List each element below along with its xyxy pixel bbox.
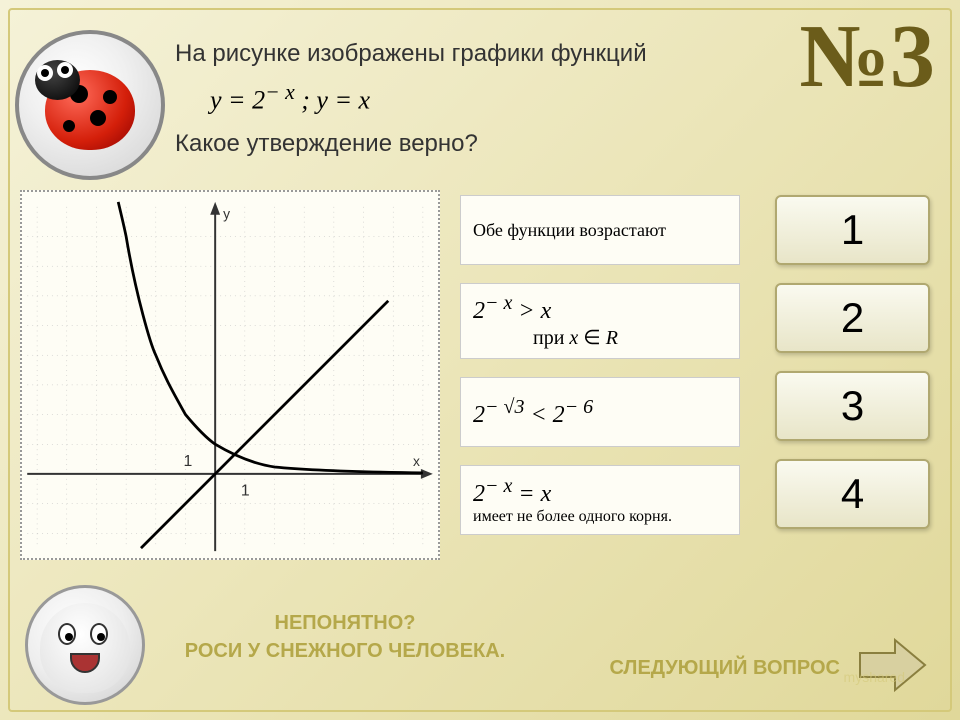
answer-buttons: 1 2 3 4 <box>775 195 930 547</box>
answer-option-4: 2− x = x имеет не более одного корня. <box>460 465 740 535</box>
hint-line-1: НЕПОНЯТНО? <box>275 612 416 634</box>
yeti-icon <box>40 603 130 693</box>
function-graph: 1 1 x y <box>22 192 438 558</box>
yeti-avatar[interactable] <box>25 585 145 705</box>
hint-label: НЕПОНЯТНО? РОСИ У СНЕЖНОГО ЧЕЛОВЕКА. <box>155 609 535 665</box>
answer-option-2: 2− x > x при x ∈ R <box>460 283 740 359</box>
y-axis-label: y <box>223 206 230 222</box>
watermark-text: myshared <box>844 669 905 685</box>
x-tick-1: 1 <box>241 483 250 500</box>
answer-button-2[interactable]: 2 <box>775 283 930 353</box>
answer-option-3: 2− √3 < 2− 6 <box>460 377 740 447</box>
answer-button-3[interactable]: 3 <box>775 371 930 441</box>
x-axis-label: x <box>413 453 420 469</box>
answer-4-text: имеет не более одного корня. <box>473 508 727 526</box>
question-formula: y = 2− x ; y = x <box>210 80 370 116</box>
next-arrow-button[interactable] <box>855 635 930 695</box>
next-question-label: СЛЕДУЮЩИЙ ВОПРОС <box>609 657 840 680</box>
answer-3-formula: 2− √3 < 2− 6 <box>473 396 727 429</box>
answer-option-1: Обе функции возрастают <box>460 195 740 265</box>
answer-4-formula: 2− x = x <box>473 475 727 508</box>
answer-options: Обе функции возрастают 2− x > x при x ∈ … <box>460 195 740 553</box>
question-number: №3 <box>800 5 935 108</box>
y-tick-1: 1 <box>184 453 193 470</box>
arrow-right-icon <box>855 635 930 695</box>
answer-button-1[interactable]: 1 <box>775 195 930 265</box>
ladybug-avatar <box>15 30 165 180</box>
answer-button-4[interactable]: 4 <box>775 459 930 529</box>
ladybug-icon <box>35 60 145 150</box>
hint-line-2: РОСИ У СНЕЖНОГО ЧЕЛОВЕКА. <box>185 640 505 662</box>
graph-container: 1 1 x y <box>20 190 440 560</box>
question-line-2: Какое утверждение верно? <box>175 130 478 158</box>
answer-1-text: Обе функции возрастают <box>473 220 727 241</box>
answer-2-formula: 2− x > x <box>473 292 727 325</box>
answer-2-text: при x ∈ R <box>473 325 727 350</box>
question-line-1: На рисунке изображены графики функций <box>175 40 647 68</box>
